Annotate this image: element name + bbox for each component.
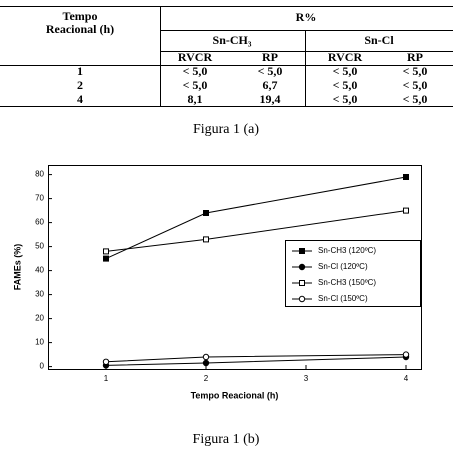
y-tick-label: 30 [35, 290, 44, 299]
data-point [103, 255, 109, 262]
y-tick-label: 80 [35, 170, 44, 179]
header: Reacional (h) [46, 22, 114, 36]
header: Tempo [63, 9, 98, 23]
data-point [203, 236, 209, 243]
table-rules [0, 6, 453, 107]
y-tick-label: 10 [35, 338, 44, 347]
data-point [103, 248, 109, 255]
cell: 6,7 [263, 78, 278, 92]
x-tick-label: 1 [104, 374, 109, 383]
cell: < 5,0 [403, 78, 428, 92]
data-point [402, 351, 410, 358]
y-tick-label: 60 [35, 218, 44, 227]
x-axis-label: Tempo Reacional (h) [191, 390, 279, 400]
y-axis-label: FAMEs (%) [12, 244, 22, 291]
data-point [102, 358, 110, 365]
y-tick-label: 20 [35, 314, 44, 323]
y-tick-label: 70 [35, 194, 44, 203]
y-tick-label: 50 [35, 242, 44, 251]
cell: < 5,0 [333, 78, 358, 92]
legend-marker [298, 295, 306, 303]
legend-label: Sn-CH3 (150ºC) [318, 278, 376, 287]
data-point [403, 174, 409, 180]
cell: 19,4 [260, 92, 281, 106]
legend-marker [298, 263, 306, 271]
cell: < 5,0 [333, 64, 358, 78]
column-header: RP [407, 50, 423, 64]
data-point [403, 207, 409, 214]
cell: 1 [77, 64, 83, 78]
data-point [203, 210, 209, 216]
legend-label: Sn-Cl (120ºC) [318, 262, 368, 271]
header: Sn-CH₃ [213, 33, 252, 47]
cell: < 5,0 [403, 64, 428, 78]
column-header: RVCR [178, 50, 213, 64]
header: R% [296, 10, 317, 24]
cell: < 5,0 [183, 78, 208, 92]
cell: < 5,0 [403, 92, 428, 106]
cell: 8,1 [188, 92, 203, 106]
column-header: RP [262, 50, 278, 64]
cell: 4 [77, 92, 83, 106]
legend-marker [299, 248, 305, 254]
caption: Figura 1 (a) [193, 122, 259, 137]
column-header: RVCR [328, 50, 363, 64]
x-tick-label: 3 [304, 374, 309, 383]
data-point [202, 353, 210, 361]
cell: < 5,0 [333, 92, 358, 106]
x-tick-label: 4 [404, 374, 409, 383]
x-tick-label: 2 [204, 374, 209, 383]
cell: 2 [77, 78, 83, 92]
series-line [105, 356, 407, 366]
y-tick-label: 0 [40, 362, 45, 371]
legend-label: Sn-Cl (150ºC) [318, 294, 368, 303]
data-point [202, 359, 210, 367]
header: Sn-Cl [364, 33, 394, 47]
y-tick-label: 40 [35, 266, 44, 275]
caption: Figura 1 (b) [193, 432, 260, 447]
legend-label: Sn-CH3 (120ºC) [318, 246, 376, 255]
cell: < 5,0 [258, 64, 283, 78]
cell: < 5,0 [183, 64, 208, 78]
legend-marker [299, 280, 305, 286]
plot-frame [48, 165, 422, 370]
